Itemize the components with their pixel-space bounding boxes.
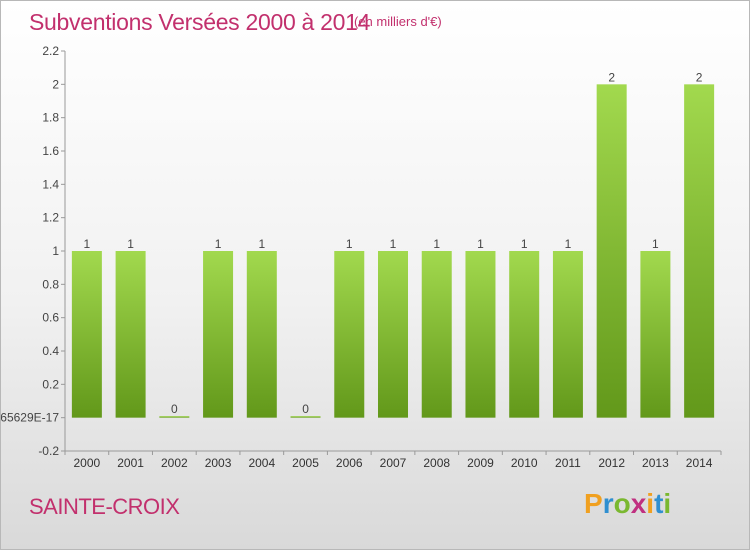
- x-tick-label: 2006: [336, 456, 363, 470]
- bar-series: [71, 84, 715, 418]
- data-label-2012: 2: [608, 70, 615, 84]
- x-tick-label: 2004: [248, 456, 275, 470]
- x-tick-label: 2005: [292, 456, 319, 470]
- y-axis-ticks: -0.2 -1.5265629E-17 0.2 0.4 0.6 0.8 1 1.2 1.4 1.6…: [1, 44, 65, 458]
- x-tick-label: 2010: [511, 456, 538, 470]
- data-label-2005: 0: [302, 402, 309, 416]
- y-tick-label: 2: [52, 77, 59, 91]
- data-label-2003: 1: [215, 237, 222, 251]
- data-label-2004: 1: [258, 237, 265, 251]
- bar-2002: [159, 416, 190, 418]
- bar-2010: [509, 251, 540, 418]
- logo-letter: i: [663, 488, 672, 519]
- y-tick-label: 1.2: [42, 211, 59, 225]
- x-tick-label: 2007: [380, 456, 407, 470]
- x-tick-label: 2008: [423, 456, 450, 470]
- data-label-2009: 1: [477, 237, 484, 251]
- logo-letter: P: [584, 488, 603, 519]
- proxiti-logo: Proxiti: [584, 488, 671, 520]
- bar-2006: [334, 251, 365, 418]
- chart-title: Subventions Versées 2000 à 2014: [29, 9, 371, 35]
- bar-2003: [203, 251, 234, 418]
- y-tick-label: 0.4: [42, 344, 59, 358]
- data-label-2001: 1: [127, 237, 134, 251]
- data-label-2010: 1: [521, 237, 528, 251]
- bar-2001: [115, 251, 146, 418]
- x-axis-ticks: 2000 2001 2002 2003 2004 2005 2006 2007 2008 2009…: [64, 451, 722, 470]
- y-tick-label: 1.8: [42, 111, 59, 125]
- logo-letter: t: [654, 488, 664, 519]
- x-tick-label: 2000: [74, 456, 101, 470]
- x-tick-label: 2013: [642, 456, 669, 470]
- x-tick-label: 2003: [205, 456, 232, 470]
- y-tick-label: 1.4: [42, 177, 59, 191]
- bar-2000: [71, 251, 102, 418]
- bar-2013: [640, 251, 671, 418]
- bar-2009: [465, 251, 496, 418]
- y-tick-label: 0.6: [42, 311, 59, 325]
- bar-2011: [552, 251, 583, 418]
- y-tick-label: 1: [52, 244, 59, 258]
- logo-letter: x: [630, 488, 647, 519]
- data-label-2002: 0: [171, 402, 178, 416]
- bar-2007: [378, 251, 408, 418]
- y-tick-label: 2.2: [42, 44, 59, 58]
- y-tick-label: 1.6: [42, 144, 59, 158]
- logo-letter: o: [613, 488, 631, 519]
- commune-name: SAINTE-CROIX: [29, 494, 180, 519]
- x-tick-label: 2001: [117, 456, 144, 470]
- data-label-2014: 2: [696, 70, 703, 84]
- chart-unit: (en milliers d'€): [354, 14, 442, 29]
- data-label-2008: 1: [433, 237, 440, 251]
- data-label-2013: 1: [652, 237, 659, 251]
- bar-2012: [596, 84, 627, 418]
- x-tick-label: 2014: [686, 456, 713, 470]
- bar-2008: [421, 251, 452, 418]
- y-tick-label: 0.2: [42, 377, 59, 391]
- data-labels: 1 1 0 1 1 0 1 1 1 1 1 1 2 1 2: [84, 70, 703, 416]
- data-label-2011: 1: [565, 237, 572, 251]
- y-tick-label: -0.2: [38, 444, 59, 458]
- data-label-2007: 1: [390, 237, 397, 251]
- x-tick-label: 2002: [161, 456, 188, 470]
- data-label-2006: 1: [346, 237, 353, 251]
- y-tick-label: -1.5265629E-17: [1, 411, 59, 425]
- bar-2005: [290, 416, 321, 418]
- logo-letter: r: [602, 488, 614, 519]
- y-tick-label: 0.8: [42, 277, 59, 291]
- logo-letter: i: [646, 488, 655, 519]
- x-tick-label: 2009: [467, 456, 494, 470]
- bar-2004: [246, 251, 277, 418]
- bar-2014: [684, 84, 715, 418]
- x-tick-label: 2012: [598, 456, 625, 470]
- x-tick-label: 2011: [555, 456, 581, 470]
- data-label-2000: 1: [84, 237, 91, 251]
